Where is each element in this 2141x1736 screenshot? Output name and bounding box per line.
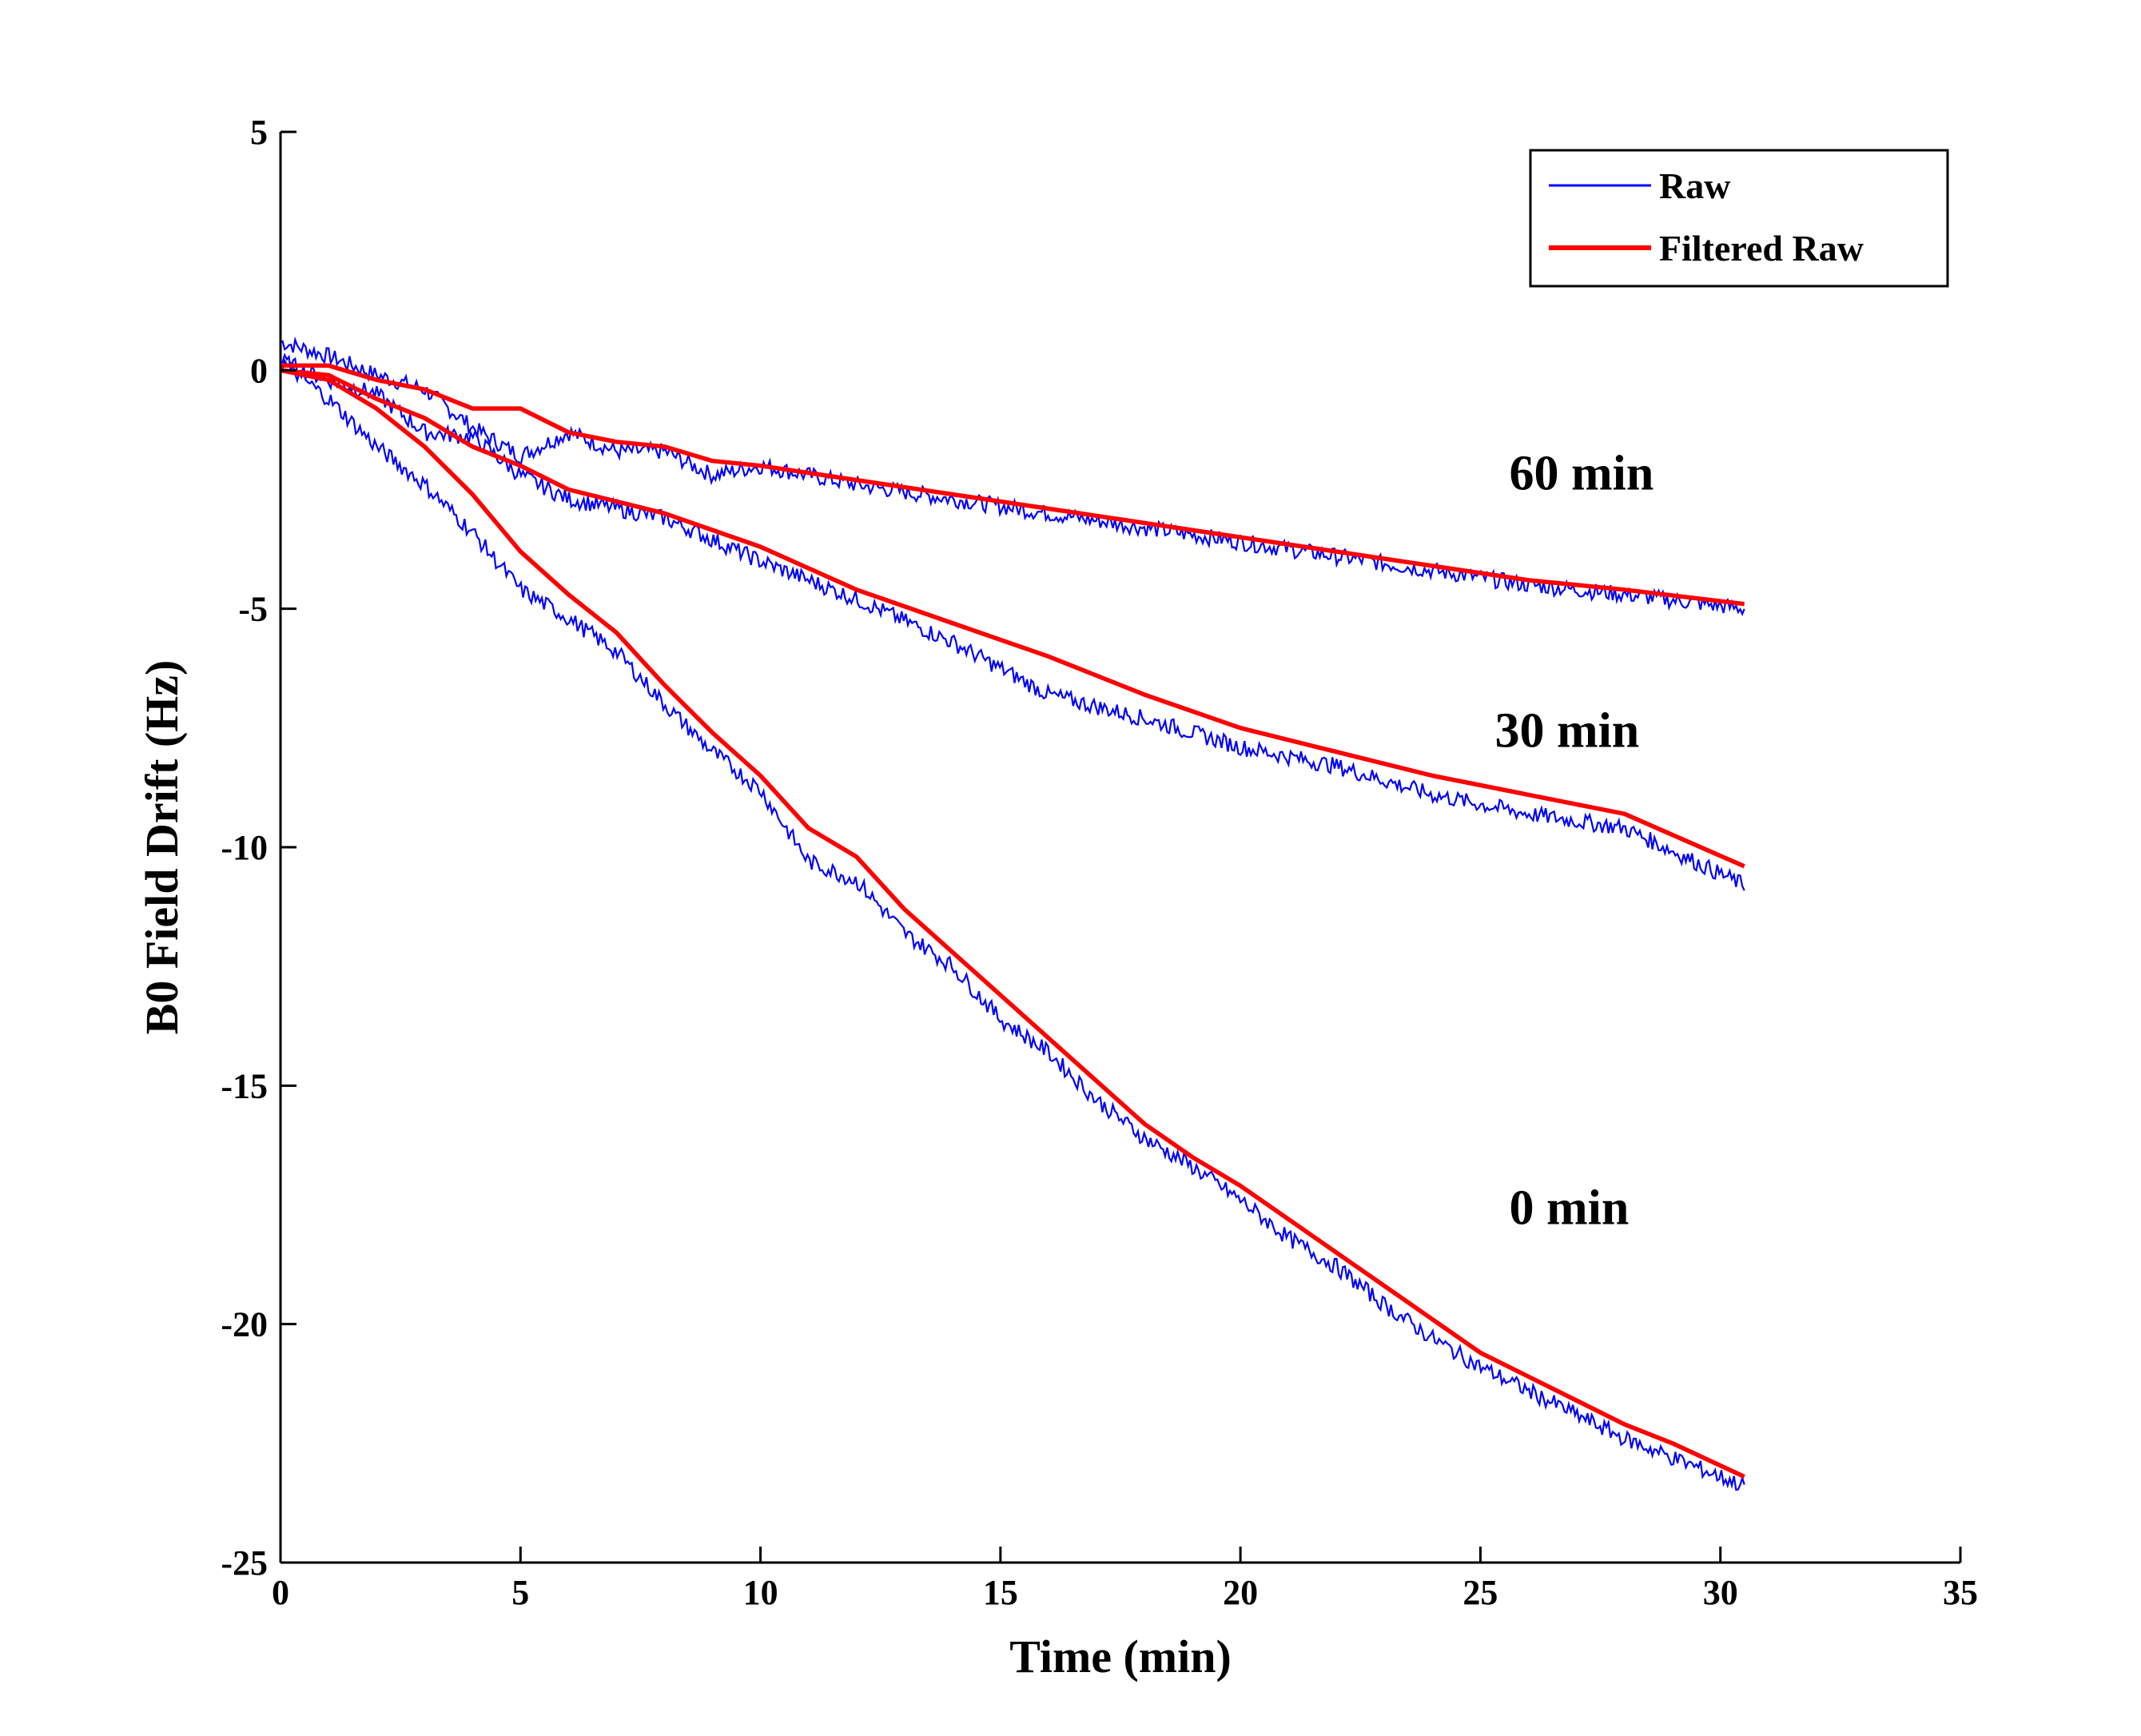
x-tick-label: 0 (272, 1573, 289, 1612)
series-annotation: 0 min (1509, 1181, 1629, 1235)
filtered-series-line (280, 368, 1745, 1479)
y-tick-label: -10 (221, 828, 268, 867)
raw-series-line (279, 358, 1745, 1491)
filtered-series-line (281, 363, 1745, 607)
series-annotation: 60 min (1509, 447, 1654, 501)
legend-box (1529, 149, 1949, 288)
x-tick-label: 20 (1223, 1573, 1258, 1612)
filtered-series-line (280, 368, 1745, 869)
y-tick-label: -25 (221, 1543, 268, 1583)
x-axis-title: Time (min) (1009, 1630, 1232, 1682)
y-tick-label: 0 (250, 351, 268, 390)
y-tick-label: 5 (250, 113, 268, 152)
y-ticks: 5 0 -5 -10 -15 -20 -25 (221, 113, 296, 1583)
x-tick-label: 25 (1462, 1573, 1498, 1612)
x-tick-label: 5 (511, 1573, 529, 1612)
x-tick-label: 30 (1703, 1573, 1738, 1612)
raw-series-line (280, 352, 1745, 891)
series-layer (279, 336, 1745, 1491)
y-axis-title: B0 Field Drift (Hz) (136, 660, 188, 1035)
legend-filtered-label: Filtered Raw (1659, 228, 1864, 269)
y-tick-label: -20 (221, 1305, 268, 1344)
x-tick-label: 10 (743, 1573, 778, 1612)
y-tick-label: -15 (221, 1066, 268, 1105)
legend-raw-label: Raw (1659, 165, 1730, 206)
x-tick-label: 35 (1943, 1573, 1978, 1612)
series-annotation: 30 min (1494, 704, 1639, 759)
x-ticks: 0 5 10 15 20 25 30 35 (272, 1547, 1978, 1612)
legend: Raw Filtered Raw (1529, 149, 1949, 288)
x-tick-label: 15 (983, 1573, 1018, 1612)
y-tick-label: -5 (238, 590, 268, 629)
annotations: 60 min 30 min 0 min (1494, 447, 1654, 1236)
